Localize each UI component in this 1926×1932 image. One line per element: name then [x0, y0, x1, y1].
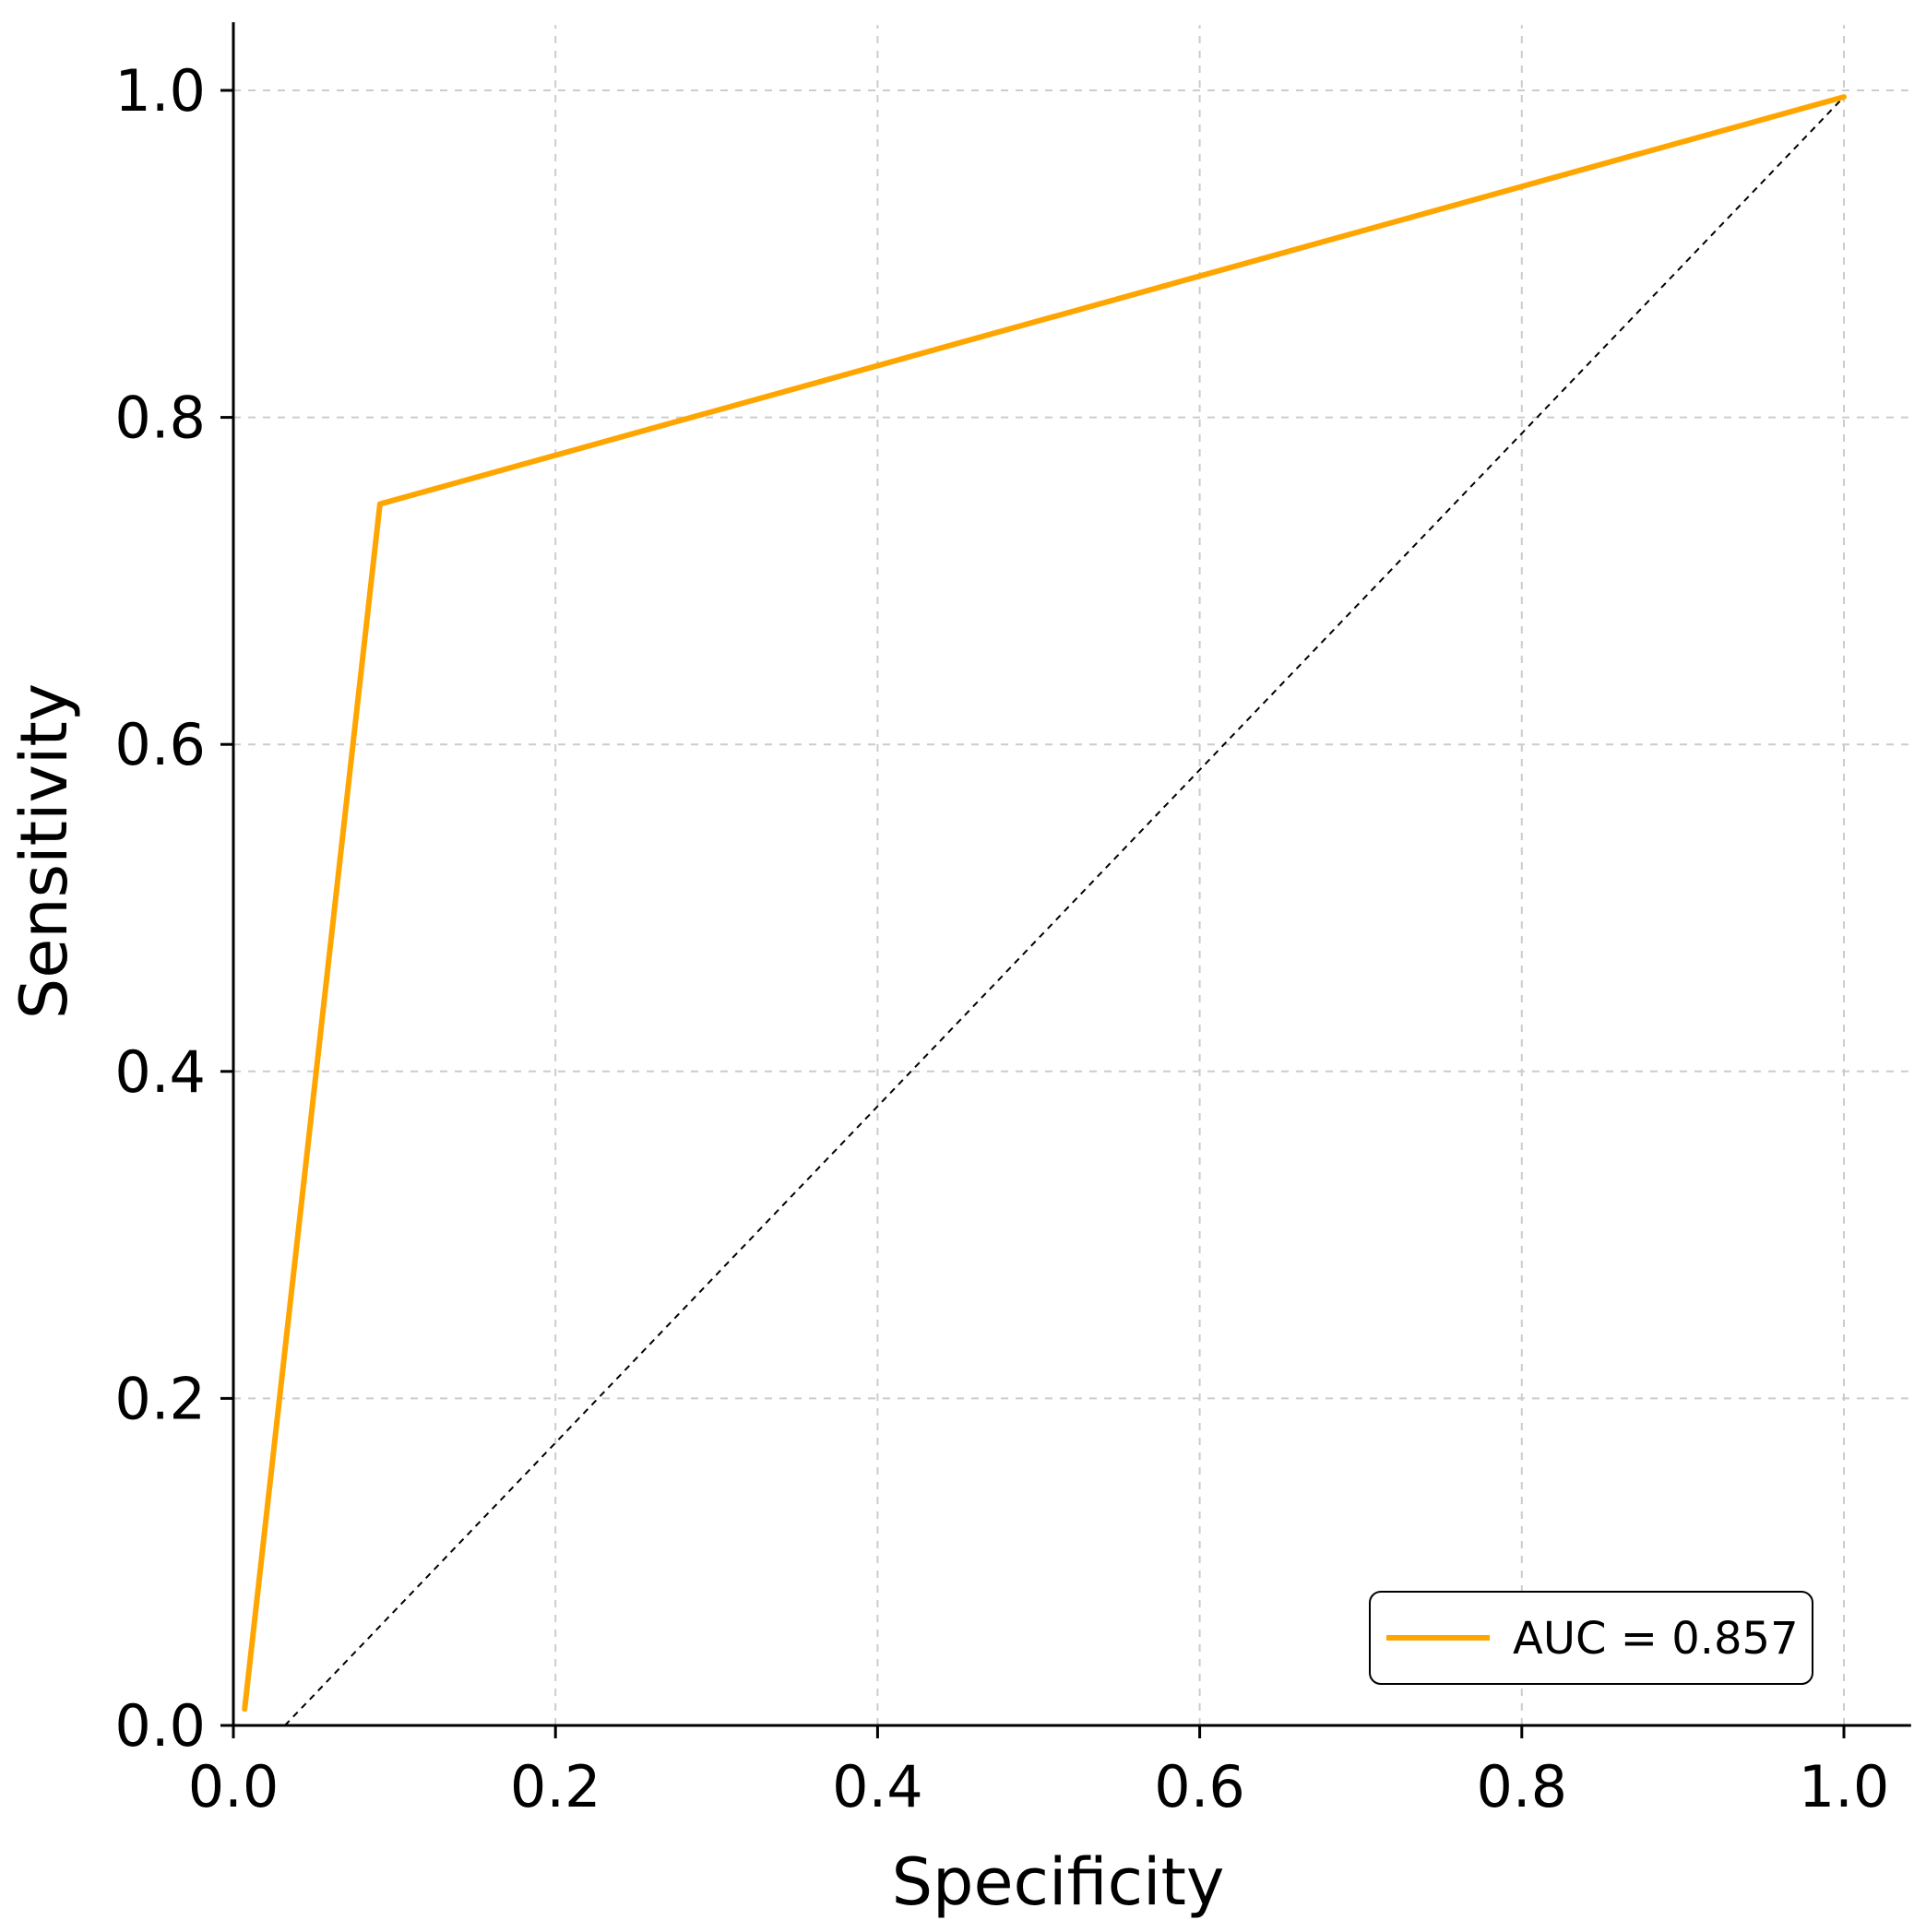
y-tick-label: 0.4 — [114, 1038, 206, 1106]
y-tick-label: 0.8 — [114, 385, 206, 452]
x-tick-label: 1.0 — [1799, 1753, 1890, 1820]
legend-label: AUC = 0.857 — [1513, 1613, 1799, 1665]
x-tick-label: 0.0 — [188, 1753, 279, 1820]
reference-diagonal-line — [284, 96, 1845, 1726]
series-layer — [242, 94, 1847, 1713]
x-tick-label: 0.2 — [510, 1753, 601, 1820]
tick-labels: 0.0 0.2 0.4 0.6 0.8 1.0 0.0 0.2 0.4 0.6 0.8 1.0 — [114, 57, 1889, 1820]
legend-frame — [1369, 1591, 1813, 1685]
y-tick-label: 0.0 — [114, 1692, 206, 1760]
legend: AUC = 0.857 — [1369, 1591, 1813, 1685]
y-tick-label: 0.2 — [114, 1365, 206, 1432]
x-tick-label: 0.4 — [832, 1753, 923, 1820]
grid — [233, 25, 1908, 1725]
y-tick-label: 1.0 — [114, 57, 206, 124]
roc-curve-line — [242, 94, 1847, 1713]
x-tick-label: 0.8 — [1476, 1753, 1567, 1820]
y-tick-label: 0.6 — [114, 711, 206, 778]
y-axis-label: Sensitivity — [6, 683, 82, 1019]
axes — [220, 22, 1911, 1738]
reference-diagonal — [284, 96, 1845, 1726]
x-axis-label: Specificity — [892, 1844, 1225, 1920]
x-tick-label: 0.6 — [1154, 1753, 1245, 1820]
